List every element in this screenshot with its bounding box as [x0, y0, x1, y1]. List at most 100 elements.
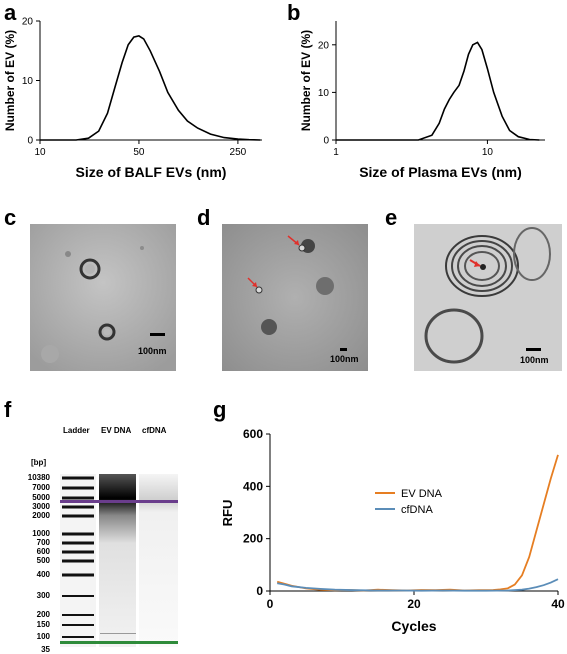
- x-tick-label: 40: [551, 597, 565, 611]
- micrograph-e-image: [414, 224, 562, 371]
- gel-marker-label: 100: [36, 632, 50, 641]
- ev-vesicle: [98, 323, 116, 341]
- gel-marker-label: 700: [36, 538, 50, 547]
- micrograph-e: 100nm: [414, 224, 562, 371]
- ladder-band: [62, 559, 94, 563]
- scale-bar-label: 100nm: [520, 355, 549, 365]
- em-speck: [140, 246, 144, 250]
- ev-vesicle-core: [103, 328, 111, 336]
- y-tick-label: 10: [22, 76, 34, 87]
- membrane-layer: [513, 227, 551, 281]
- x-axis-label: Cycles: [391, 618, 436, 634]
- ladder-band: [62, 514, 94, 518]
- panel-letter-b: b: [287, 0, 301, 25]
- x-tick-label: 0: [267, 597, 274, 611]
- red-arrow-head-icon: [294, 240, 299, 245]
- y-tick-label: 0: [256, 584, 263, 598]
- ladder-band: [62, 636, 94, 638]
- gel-marker-label: 1000: [32, 529, 50, 538]
- ev-vesicle: [255, 286, 263, 294]
- size-distribution-line: [40, 35, 261, 141]
- ladder-band: [62, 476, 94, 480]
- y-tick-label: 600: [243, 427, 263, 441]
- x-tick-label: 250: [230, 147, 247, 158]
- membrane-layer: [445, 235, 519, 297]
- scale-bar: [340, 348, 347, 351]
- em-dark-spot: [261, 319, 277, 335]
- scale-bar: [526, 348, 541, 351]
- bp-unit-label: [bp]: [31, 458, 47, 467]
- cfdna-lane: [139, 474, 178, 647]
- x-axis-label: Size of Plasma EVs (nm): [359, 164, 522, 180]
- chart-b-plasma-size: 0 10 20 1 10 Size of Plasma EVs (nm) Number of…: [299, 21, 545, 180]
- red-arrow-head-icon: [252, 282, 257, 287]
- x-tick-label: 1: [333, 147, 339, 158]
- ladder-band: [62, 614, 94, 616]
- gel-marker-label: 600: [36, 547, 50, 556]
- panel-letter-c: c: [4, 205, 17, 230]
- x-tick-label: 10: [482, 147, 494, 158]
- y-tick-label: 400: [243, 479, 263, 493]
- series-line-cfdna: [277, 578, 559, 592]
- em-dark-spot: [316, 277, 334, 295]
- em-speck: [65, 251, 71, 257]
- gel-marker-label: 3000: [32, 502, 50, 511]
- gel-marker-label: 500: [36, 556, 50, 565]
- membrane-layer: [424, 308, 484, 364]
- gel-marker-label: 10380: [27, 473, 50, 482]
- y-tick-label: 0: [323, 136, 329, 147]
- micrograph-d: 100nm: [222, 224, 368, 371]
- ev-vesicle: [79, 258, 101, 280]
- ladder-band: [62, 541, 94, 545]
- series-line-ev-dna: [276, 454, 559, 592]
- ev-dna-lane: [99, 474, 136, 647]
- lane-label-ev-dna: EV DNA: [101, 426, 132, 435]
- chart-g-qpcr: 0 200 400 600 0 20 40 EV DNA cfDNA Cycles RFU: [220, 427, 565, 634]
- x-tick-label: 10: [34, 147, 46, 158]
- gel-marker-label: 5000: [32, 493, 50, 502]
- micrograph-d-image: [222, 224, 368, 371]
- lane-label-ladder: Ladder: [63, 426, 90, 435]
- ladder-band: [62, 486, 94, 490]
- legend-label: EV DNA: [401, 488, 443, 500]
- x-axis-label: Size of BALF EVs (nm): [76, 164, 227, 180]
- ladder-band: [62, 505, 94, 509]
- membrane-layer: [464, 251, 500, 281]
- gel-image: [60, 474, 178, 647]
- gel-marker-label: 35: [41, 645, 50, 654]
- ev-vesicle: [298, 244, 306, 252]
- gel-marker-label: 7000: [32, 483, 50, 492]
- ev-dna-faint-band: [100, 633, 136, 634]
- upper-marker-band: [60, 500, 178, 503]
- membrane-layer: [451, 240, 513, 292]
- em-blot: [41, 345, 59, 363]
- ladder-band: [62, 595, 94, 597]
- gel-marker-label: 150: [36, 620, 50, 629]
- ladder-band: [62, 573, 94, 577]
- micrograph-c: 100nm: [30, 224, 176, 371]
- y-tick-label: 20: [22, 17, 34, 28]
- legend-label: cfDNA: [401, 504, 433, 516]
- scale-bar-label: 100nm: [330, 354, 359, 364]
- panel-letter-a: a: [4, 0, 17, 25]
- y-tick-label: 0: [27, 136, 33, 147]
- gel-marker-label: 400: [36, 570, 50, 579]
- y-tick-label: 20: [318, 40, 330, 51]
- gel-marker-label: 2000: [32, 511, 50, 520]
- y-axis-label: Number of EV (%): [299, 30, 313, 131]
- panel-letter-g: g: [213, 397, 227, 422]
- gel-panel: Ladder EV DNA cfDNA [bp] 10380 7000 5000 30…: [0, 418, 210, 654]
- ev-vesicle-core: [85, 264, 95, 274]
- red-arrow-head-icon: [474, 261, 480, 267]
- gel-marker-label: 300: [36, 591, 50, 600]
- ladder-band: [62, 496, 94, 500]
- scale-bar: [150, 333, 165, 336]
- ladder-band: [62, 624, 94, 626]
- x-tick-label: 20: [407, 597, 421, 611]
- ladder-band: [62, 532, 94, 536]
- y-tick-label: 10: [318, 88, 330, 99]
- gel-marker-label: 200: [36, 610, 50, 619]
- panel-letter-f: f: [4, 397, 12, 422]
- membrane-layer: [457, 245, 507, 287]
